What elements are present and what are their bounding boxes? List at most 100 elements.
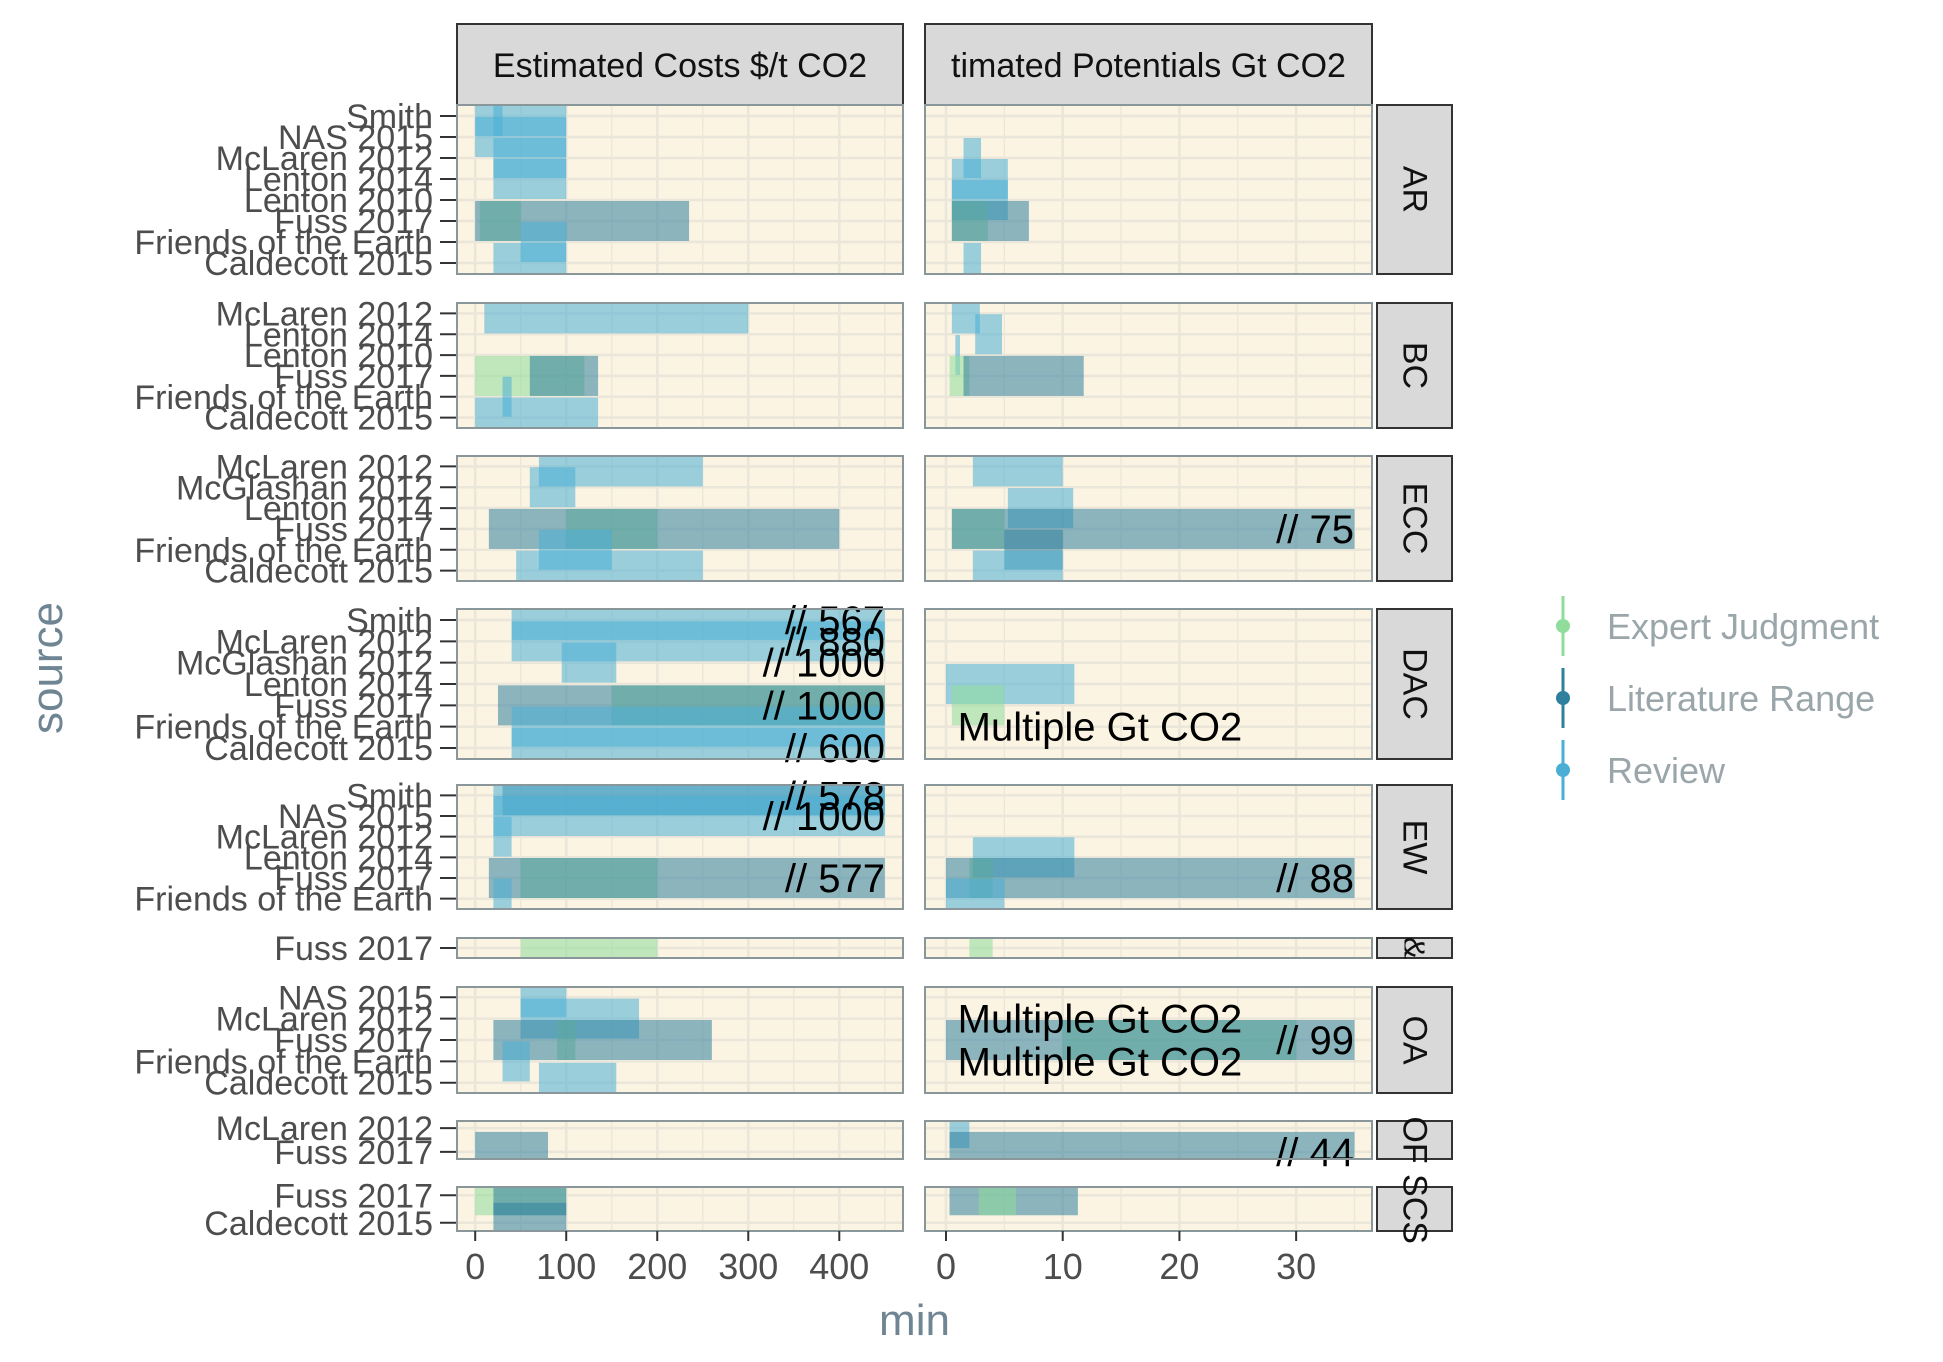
y-tick-label: Fuss 2017: [274, 511, 433, 549]
range-bar-literature: [488, 858, 885, 898]
y-tick-label: McLaren 2012: [216, 140, 433, 178]
bars: [475, 303, 749, 428]
bar-annotation: // 1000: [763, 642, 885, 686]
y-tick-label: NAS 2015: [278, 798, 433, 836]
panel-border: [924, 937, 1373, 959]
x-axis-title: min: [879, 1296, 950, 1345]
y-tick-label: Smith: [346, 98, 433, 136]
bar-annotation: // 88: [1276, 857, 1354, 901]
row-strip-label: OA: [1396, 1015, 1434, 1064]
bar-annotation: Multiple Gt CO2: [958, 706, 1243, 750]
legend-label: Literature Range: [1607, 678, 1875, 719]
row-strip-label: AR: [1396, 166, 1434, 213]
row-strip: [1376, 784, 1453, 910]
row-strip: [1376, 455, 1453, 582]
row-strip: [1376, 104, 1453, 275]
bars: [946, 1020, 1355, 1060]
legend-label: Expert Judgment: [1607, 606, 1879, 647]
x-tick-label: 0: [465, 1246, 485, 1287]
panel-border: [924, 608, 1373, 760]
bar-annotation: Multiple Gt CO2: [958, 998, 1243, 1042]
range-bar-review: [972, 456, 1063, 487]
legend: Expert Judgment Literature Range Review: [1556, 596, 1879, 800]
bars: [946, 664, 1075, 726]
y-tick-label: Caldecott 2015: [204, 1065, 433, 1103]
column-strip-1: [924, 23, 1373, 106]
y-tick-label: NAS 2015: [278, 119, 433, 157]
panel-border: [924, 455, 1373, 582]
bars: [951, 456, 1355, 581]
row-strip: [1376, 302, 1453, 429]
range-bar-review: [972, 550, 1063, 581]
y-tick-label: Friends of the Earth: [134, 1043, 433, 1081]
x-tick-label: 100: [536, 1246, 596, 1287]
column-strip-label: timated Potentials Gt CO2: [951, 47, 1346, 85]
x-axis: 0 100 200 300 400 0 10 20 30: [465, 1231, 1316, 1287]
range-bar-review: [493, 242, 567, 274]
bar-annotation: // 99: [1276, 1019, 1354, 1063]
panel-border: [924, 986, 1373, 1094]
range-bar-review: [963, 242, 982, 274]
y-tick-label: McLaren 2012: [216, 1110, 433, 1148]
panel-border: [456, 937, 904, 959]
x-tick-label: 300: [718, 1246, 778, 1287]
panel-border: [456, 1186, 904, 1232]
y-tick-label: Lenton 2010: [244, 182, 433, 220]
range-bar-review: [493, 796, 885, 836]
row-strip-label: OF: [1396, 1116, 1434, 1163]
bars: [488, 456, 840, 581]
legend-key-point: [1556, 691, 1570, 705]
bar-annotation: // 44: [1276, 1131, 1354, 1175]
row-strip-label: BECCS: [1396, 460, 1434, 577]
x-tick-label: 20: [1159, 1246, 1199, 1287]
y-tick-label: NAS 2015: [278, 979, 433, 1017]
row-strip-label: EW: [1396, 820, 1434, 875]
y-tick-label: Lenton 2010: [244, 337, 433, 375]
range-bar-review: [511, 728, 885, 759]
row-strip-label: &: [1396, 937, 1434, 960]
range-bar-expert: [520, 938, 658, 958]
panel-border: [924, 1120, 1373, 1160]
panel-border: [456, 1120, 904, 1160]
row-strip: [1376, 1120, 1453, 1160]
y-tick-label: McGlashan 2012: [176, 469, 433, 507]
bar-annotation: // 578: [785, 774, 885, 818]
range-bar-review: [484, 303, 749, 334]
panel-border: [924, 302, 1373, 429]
bars: [949, 1187, 1078, 1216]
bars: [488, 785, 885, 909]
y-tick-label: Caldecott 2015: [204, 730, 433, 768]
y-tick-label: Fuss 2017: [274, 1134, 433, 1172]
legend-key-point: [1556, 619, 1570, 633]
y-tick-label: Lenton 2014: [244, 316, 433, 354]
range-bar-literature: [475, 1131, 549, 1159]
row-facet-&: Fuss 2017 &: [274, 930, 1453, 968]
panel-border: [924, 104, 1373, 275]
range-bar-review: [502, 1041, 530, 1082]
row-strip-label: BC: [1396, 342, 1434, 389]
y-tick-label: Smith: [346, 602, 433, 640]
bars: [949, 1121, 1355, 1159]
range-bar-review: [493, 159, 567, 200]
bars: [949, 303, 1084, 396]
range-bar-literature: [946, 858, 1355, 898]
row-strip-label: SCS: [1396, 1174, 1434, 1244]
range-bar-review: [946, 878, 1005, 909]
y-tick-label: Lenton 2014: [244, 839, 433, 877]
x-tick-label: 30: [1276, 1246, 1316, 1287]
bar-annotation: // 1000: [763, 684, 885, 728]
y-tick-label: Fuss 2017: [274, 358, 433, 396]
range-bar-review: [975, 314, 1003, 355]
bar-annotation: Multiple Gt CO2: [958, 1040, 1243, 1084]
range-bar-review: [475, 397, 599, 428]
range-bar-review: [516, 550, 703, 581]
y-axis-title: source: [23, 602, 72, 734]
y-tick-label: Fuss 2017: [274, 930, 433, 968]
